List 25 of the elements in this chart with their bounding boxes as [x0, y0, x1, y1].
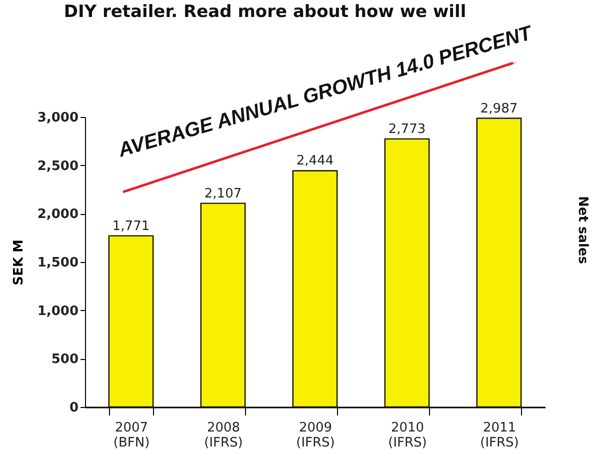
data-label: 2,773 [388, 122, 426, 137]
bar [476, 118, 522, 408]
data-label: 2,987 [480, 101, 518, 116]
y2-axis-title: Net sales [575, 196, 590, 264]
y-tick-label: 1,500 [37, 256, 78, 270]
data-label: 1,771 [112, 218, 150, 234]
x-tick-label: 2009 (IFRS) [296, 420, 335, 450]
x-tick-label: 2010 (IFRS) [388, 420, 427, 450]
data-label: 2,444 [296, 154, 334, 169]
bar [384, 138, 430, 408]
y-tick-label: 2,500 [37, 158, 78, 174]
y-tick-label: 2,000 [37, 207, 78, 222]
x-tick-label: 2008 (IFRS) [204, 420, 243, 450]
bar [292, 170, 338, 408]
bar [108, 235, 154, 408]
y-tick-label: 3,000 [37, 110, 78, 126]
bar [200, 202, 246, 408]
y-axis-title: SEK M [11, 240, 26, 286]
text: DIY retailer. Read more about how we will [64, 2, 466, 22]
data-label: 2,107 [204, 186, 242, 202]
y-tick-label: 500 [51, 352, 78, 368]
y-tick-label: 1,000 [37, 304, 78, 319]
x-tick-label: 2011 (IFRS) [480, 420, 519, 450]
x-tick-label: 2007 (BFN) [113, 420, 150, 450]
y-tick-label: 0 [69, 400, 78, 416]
